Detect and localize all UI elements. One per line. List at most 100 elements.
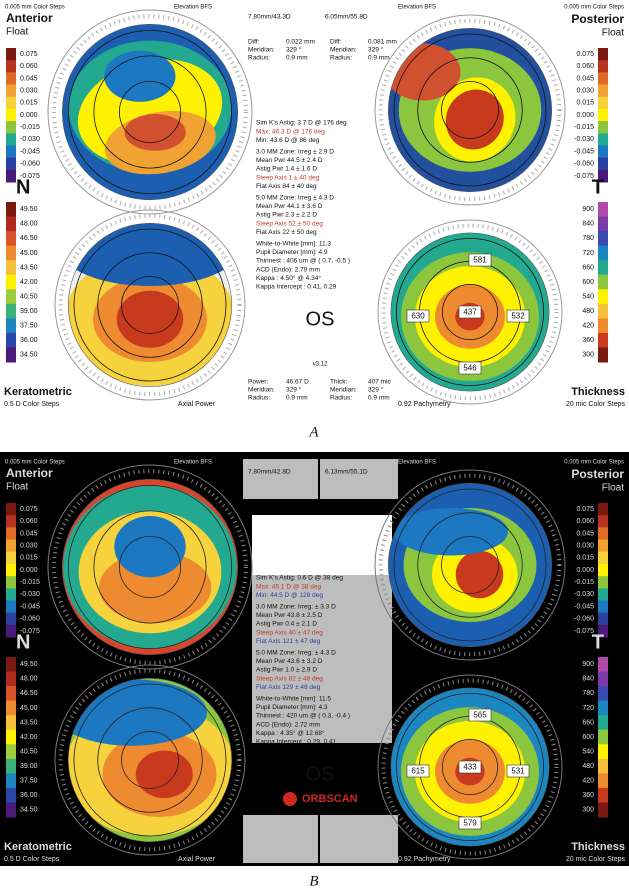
label-posterior: Posterior [571, 467, 624, 481]
scale-label: 40.50 [20, 293, 38, 300]
scale-swatch [598, 289, 608, 304]
scale-swatch [6, 686, 16, 701]
scale-label: 49.50 [20, 661, 38, 668]
measurement-row: Mean Pwr 44.1 ± 3.6 D [256, 203, 323, 210]
label-t: T [592, 176, 604, 198]
map-zone [136, 751, 193, 799]
info-text: Power: [248, 379, 268, 386]
scale-label: 600 [582, 734, 594, 741]
scale-label: 780 [582, 690, 594, 697]
label-n: N [16, 631, 30, 653]
info-text: 0.081 mm [368, 39, 397, 46]
info-text: 329 ° [286, 46, 302, 54]
scale-swatch [598, 744, 608, 759]
info-text: 0.9 mm [368, 55, 390, 62]
scale-label: -0.060 [574, 616, 594, 623]
label-right-steps: 0.005 mm Color Steps [564, 460, 624, 466]
header-box [243, 459, 318, 499]
scale-swatch [598, 701, 608, 716]
label-float-right: Float [602, 28, 624, 39]
scale-swatch [598, 788, 608, 803]
scale-label: 600 [582, 279, 594, 286]
label-bfs-left: 7.80mm/43.3D [248, 14, 291, 21]
info-text: Diff: [330, 39, 342, 46]
scale-label: -0.030 [574, 136, 594, 143]
header-box [320, 459, 398, 499]
label-axial-power: Axial Power [178, 856, 216, 863]
scale-label: 48.00 [20, 221, 38, 228]
measurement-row: Min: 43.6 D @ 86 deg [256, 137, 320, 144]
scale-label: 480 [582, 763, 594, 770]
info-text: 0.9 mm [286, 395, 308, 402]
label-kerat-steps: 0.5 D Color Steps [4, 401, 60, 408]
scale-label: 660 [582, 719, 594, 726]
scale-label: 900 [582, 661, 594, 668]
scale-swatch [6, 260, 16, 275]
scale-swatch [598, 333, 608, 348]
scale-swatch [6, 600, 16, 613]
scale-label: -0.030 [20, 136, 40, 143]
scale-label: 46.50 [20, 235, 38, 242]
scale-swatch [6, 564, 16, 577]
scale-swatch [598, 686, 608, 701]
scale-swatch [598, 304, 608, 319]
scale-swatch [598, 600, 608, 613]
scale-swatch [6, 170, 16, 183]
map-zone [114, 516, 185, 577]
measurement-row: Kappa : 4.35° @ 12.68° [256, 729, 325, 737]
info-text: 0.022 mm [286, 39, 315, 46]
scale-swatch [6, 613, 16, 626]
map-colors [48, 10, 252, 214]
brand-logo [283, 792, 297, 806]
figure: 0.0750.0600.0450.0300.0150.000-0.015-0.0… [0, 0, 629, 895]
scale-label: 840 [582, 221, 594, 228]
scale-swatch [6, 72, 16, 85]
scale-swatch [598, 672, 608, 687]
scale-swatch [6, 318, 16, 333]
label-pachymetry: 0.92 Pachymetry [398, 401, 451, 408]
label-t: T [592, 631, 604, 653]
scale-swatch [598, 217, 608, 232]
scale-label: -0.045 [574, 603, 594, 610]
scale-label: 300 [582, 352, 594, 359]
scale-label: 0.060 [576, 518, 594, 525]
scale-label: 0.075 [576, 506, 594, 513]
label-keratometric: Keratometric [4, 841, 72, 853]
label-bfs-left: 7.80mm/42.8D [248, 469, 291, 476]
label-bfs-right: 6.13mm/55.1D [325, 469, 368, 476]
scale-label: 420 [582, 322, 594, 329]
pachy-value: 615 [411, 767, 425, 776]
measurement-row: Pupil Diameter [mm]: 4.9 [256, 249, 328, 256]
scale-swatch [598, 133, 608, 146]
scale-label: 720 [582, 705, 594, 712]
scale-swatch [6, 97, 16, 110]
measurement-row: Kappa : 4.50° @ 4.34° [256, 274, 321, 282]
measurement-row: White-to-White [mm]: 11.3 [256, 241, 331, 248]
scale-label: -0.015 [574, 124, 594, 131]
scale-label: 0.000 [20, 112, 38, 119]
label-left-steps: 0.005 mm Color Steps [5, 460, 65, 466]
scale-swatch [598, 158, 608, 171]
measurement-row: Max: 45.1 D @ 38 deg [256, 583, 322, 590]
pachy-value: 531 [511, 767, 525, 776]
scale-swatch [6, 133, 16, 146]
scale-swatch [6, 625, 16, 638]
scale-swatch [6, 576, 16, 589]
scale-label: -0.015 [20, 579, 40, 586]
panel: 0.0750.0600.0450.0300.0150.000-0.015-0.0… [4, 5, 625, 408]
measurement-row: Flat Axis 84 ± 40 deg [256, 183, 317, 190]
map-zone [104, 51, 175, 102]
scale-swatch [598, 540, 608, 553]
scale-swatch [598, 564, 608, 577]
measurement-row: Sim K's Astig: 3.7 D @ 176 deg [256, 120, 347, 127]
info-text: 0.9 mm [368, 395, 390, 402]
measurement-row: Flat Axis 22 ± 50 deg [256, 229, 317, 236]
scale-swatch [598, 527, 608, 540]
label-posterior: Posterior [571, 12, 624, 26]
measurement-row: ACD (Endo): 2.79 mm [256, 266, 320, 273]
measurement-row: Flat Axis 129 ± 48 deg [256, 684, 321, 691]
scale-label: -0.030 [20, 591, 40, 598]
measurement-row: Astig Pwr 1.4 ± 1.6 D [256, 166, 317, 173]
label-keratometric: Keratometric [4, 386, 72, 398]
scale-swatch [598, 145, 608, 158]
